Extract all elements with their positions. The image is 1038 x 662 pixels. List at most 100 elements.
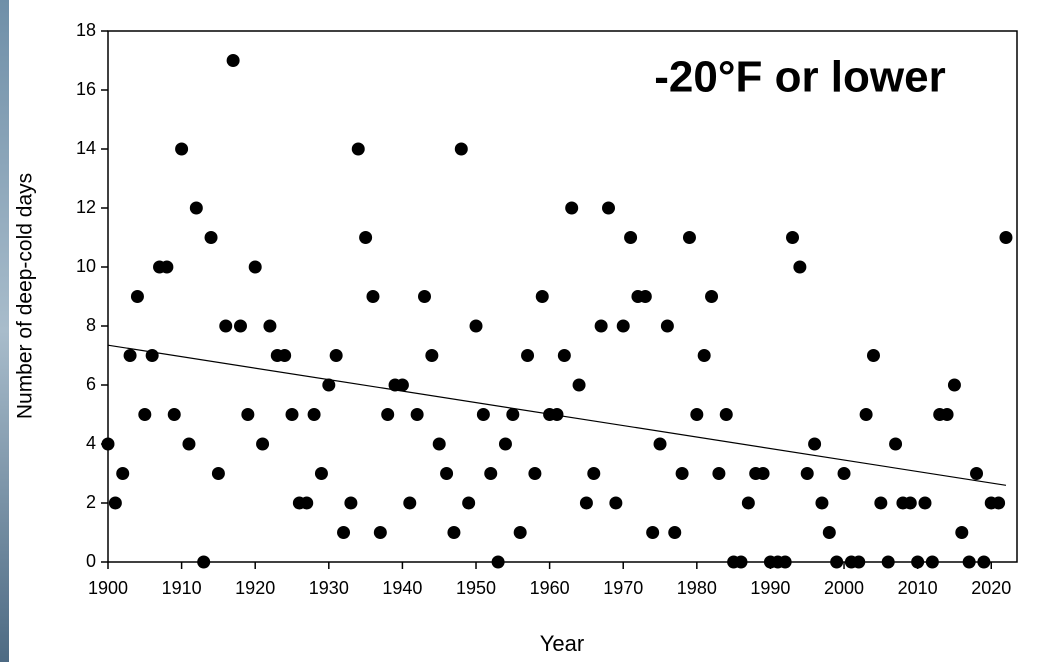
point — [123, 349, 137, 362]
y-tick-label: 6 — [86, 374, 96, 394]
annotation: -20°F or lower — [654, 53, 945, 102]
point — [653, 437, 667, 451]
y-tick-label: 0 — [86, 551, 96, 571]
y-tick-label: 10 — [76, 256, 96, 276]
point — [609, 496, 623, 510]
point — [373, 526, 387, 539]
point — [447, 526, 461, 539]
point — [307, 408, 321, 421]
x-tick-label: 1910 — [162, 578, 202, 598]
x-tick-label: 2000 — [824, 578, 864, 598]
point — [425, 349, 439, 362]
point — [822, 526, 836, 539]
point — [624, 231, 638, 244]
point — [940, 408, 954, 421]
y-tick-label: 4 — [86, 433, 96, 453]
point — [719, 408, 733, 421]
y-tick-label: 14 — [76, 138, 96, 158]
point — [800, 467, 814, 480]
point — [690, 408, 704, 421]
point — [852, 555, 866, 569]
point — [565, 201, 579, 215]
point — [395, 378, 409, 392]
point — [999, 231, 1013, 244]
point — [528, 467, 542, 480]
point — [314, 467, 328, 480]
point — [756, 467, 770, 480]
point — [786, 231, 800, 244]
point — [602, 201, 616, 215]
point — [506, 408, 520, 421]
point — [189, 201, 203, 215]
point — [182, 437, 196, 451]
point — [175, 142, 189, 156]
point — [646, 526, 660, 539]
x-tick-label: 1950 — [456, 578, 496, 598]
point — [918, 496, 932, 510]
point — [204, 231, 218, 244]
point — [668, 526, 682, 539]
point — [638, 290, 652, 303]
y-tick-label: 8 — [86, 315, 96, 335]
x-tick-label: 1990 — [750, 578, 790, 598]
point — [697, 349, 711, 362]
point — [263, 319, 277, 333]
point — [454, 142, 468, 156]
point — [579, 496, 593, 510]
point — [955, 526, 969, 539]
y-axis-title: Number of deep-cold days — [14, 173, 37, 419]
point — [167, 408, 181, 421]
point — [138, 408, 152, 421]
point — [211, 467, 225, 480]
point — [351, 142, 365, 156]
point — [705, 290, 719, 303]
background-photo — [0, 0, 9, 662]
point — [866, 349, 880, 362]
point — [219, 319, 233, 333]
point — [977, 555, 991, 569]
point — [300, 496, 314, 510]
point — [911, 555, 925, 569]
point — [278, 349, 292, 362]
point — [970, 467, 984, 480]
point — [587, 467, 601, 480]
point — [557, 349, 571, 362]
point — [660, 319, 674, 333]
plot-frame — [107, 30, 1018, 563]
x-tick-label: 2010 — [898, 578, 938, 598]
point — [734, 555, 748, 569]
point — [498, 437, 512, 451]
point — [108, 496, 122, 510]
point — [337, 526, 351, 539]
point — [233, 319, 247, 333]
point — [874, 496, 888, 510]
point — [572, 378, 586, 392]
point — [550, 408, 564, 421]
point — [521, 349, 535, 362]
point — [491, 555, 505, 569]
point — [116, 467, 130, 480]
point — [403, 496, 417, 510]
point — [859, 408, 873, 421]
point — [359, 231, 373, 244]
point — [160, 260, 174, 274]
point — [476, 408, 490, 421]
point — [101, 437, 115, 451]
x-tick-label: 1940 — [382, 578, 422, 598]
point — [992, 496, 1006, 510]
point — [469, 319, 483, 333]
point — [285, 408, 299, 421]
point — [513, 526, 527, 539]
point — [808, 437, 822, 451]
x-tick-label: 1900 — [88, 578, 128, 598]
point — [815, 496, 829, 510]
point — [197, 555, 211, 569]
y-tick-label: 12 — [76, 197, 96, 217]
point — [366, 290, 380, 303]
point — [241, 408, 255, 421]
x-tick-label: 1970 — [603, 578, 643, 598]
y-tick-label: 2 — [86, 492, 96, 512]
point — [675, 467, 689, 480]
